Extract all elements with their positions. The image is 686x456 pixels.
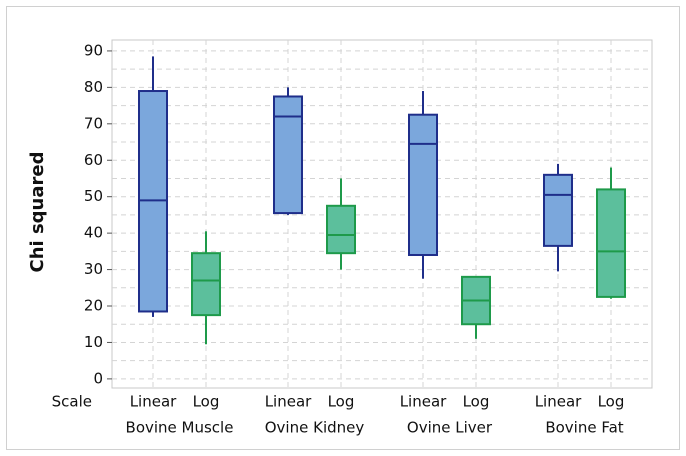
box xyxy=(543,173,573,247)
group-label: Bovine Muscle xyxy=(126,419,234,437)
box xyxy=(596,188,626,298)
y-axis-label: Chi squared xyxy=(27,152,48,273)
group-label: Bovine Fat xyxy=(545,419,623,437)
x-axis-label: Scale xyxy=(52,393,92,411)
scale-label: Linear xyxy=(535,393,582,411)
y-tick-label: 60 xyxy=(84,151,103,169)
box xyxy=(191,252,221,317)
y-tick-label: 50 xyxy=(84,187,103,205)
box xyxy=(273,95,303,215)
y-tick-label: 10 xyxy=(84,333,103,351)
group-label: Ovine Kidney xyxy=(265,419,365,437)
scale-label: Linear xyxy=(265,393,312,411)
scale-label: Linear xyxy=(400,393,447,411)
box xyxy=(408,113,438,256)
scale-label: Log xyxy=(598,393,625,411)
y-tick-label: 20 xyxy=(84,297,103,315)
scale-label: Log xyxy=(463,393,490,411)
y-tick-label: 90 xyxy=(84,41,103,59)
group-label: Ovine Liver xyxy=(407,419,493,437)
y-tick-label: 70 xyxy=(84,114,103,132)
scale-label: Linear xyxy=(130,393,177,411)
y-tick-label: 40 xyxy=(84,224,103,242)
y-tick-label: 80 xyxy=(84,78,103,96)
scale-label: Log xyxy=(193,393,220,411)
y-tick-label: 30 xyxy=(84,260,103,278)
box xyxy=(326,204,356,255)
y-tick-label: 0 xyxy=(93,369,103,387)
scale-label: Log xyxy=(328,393,355,411)
